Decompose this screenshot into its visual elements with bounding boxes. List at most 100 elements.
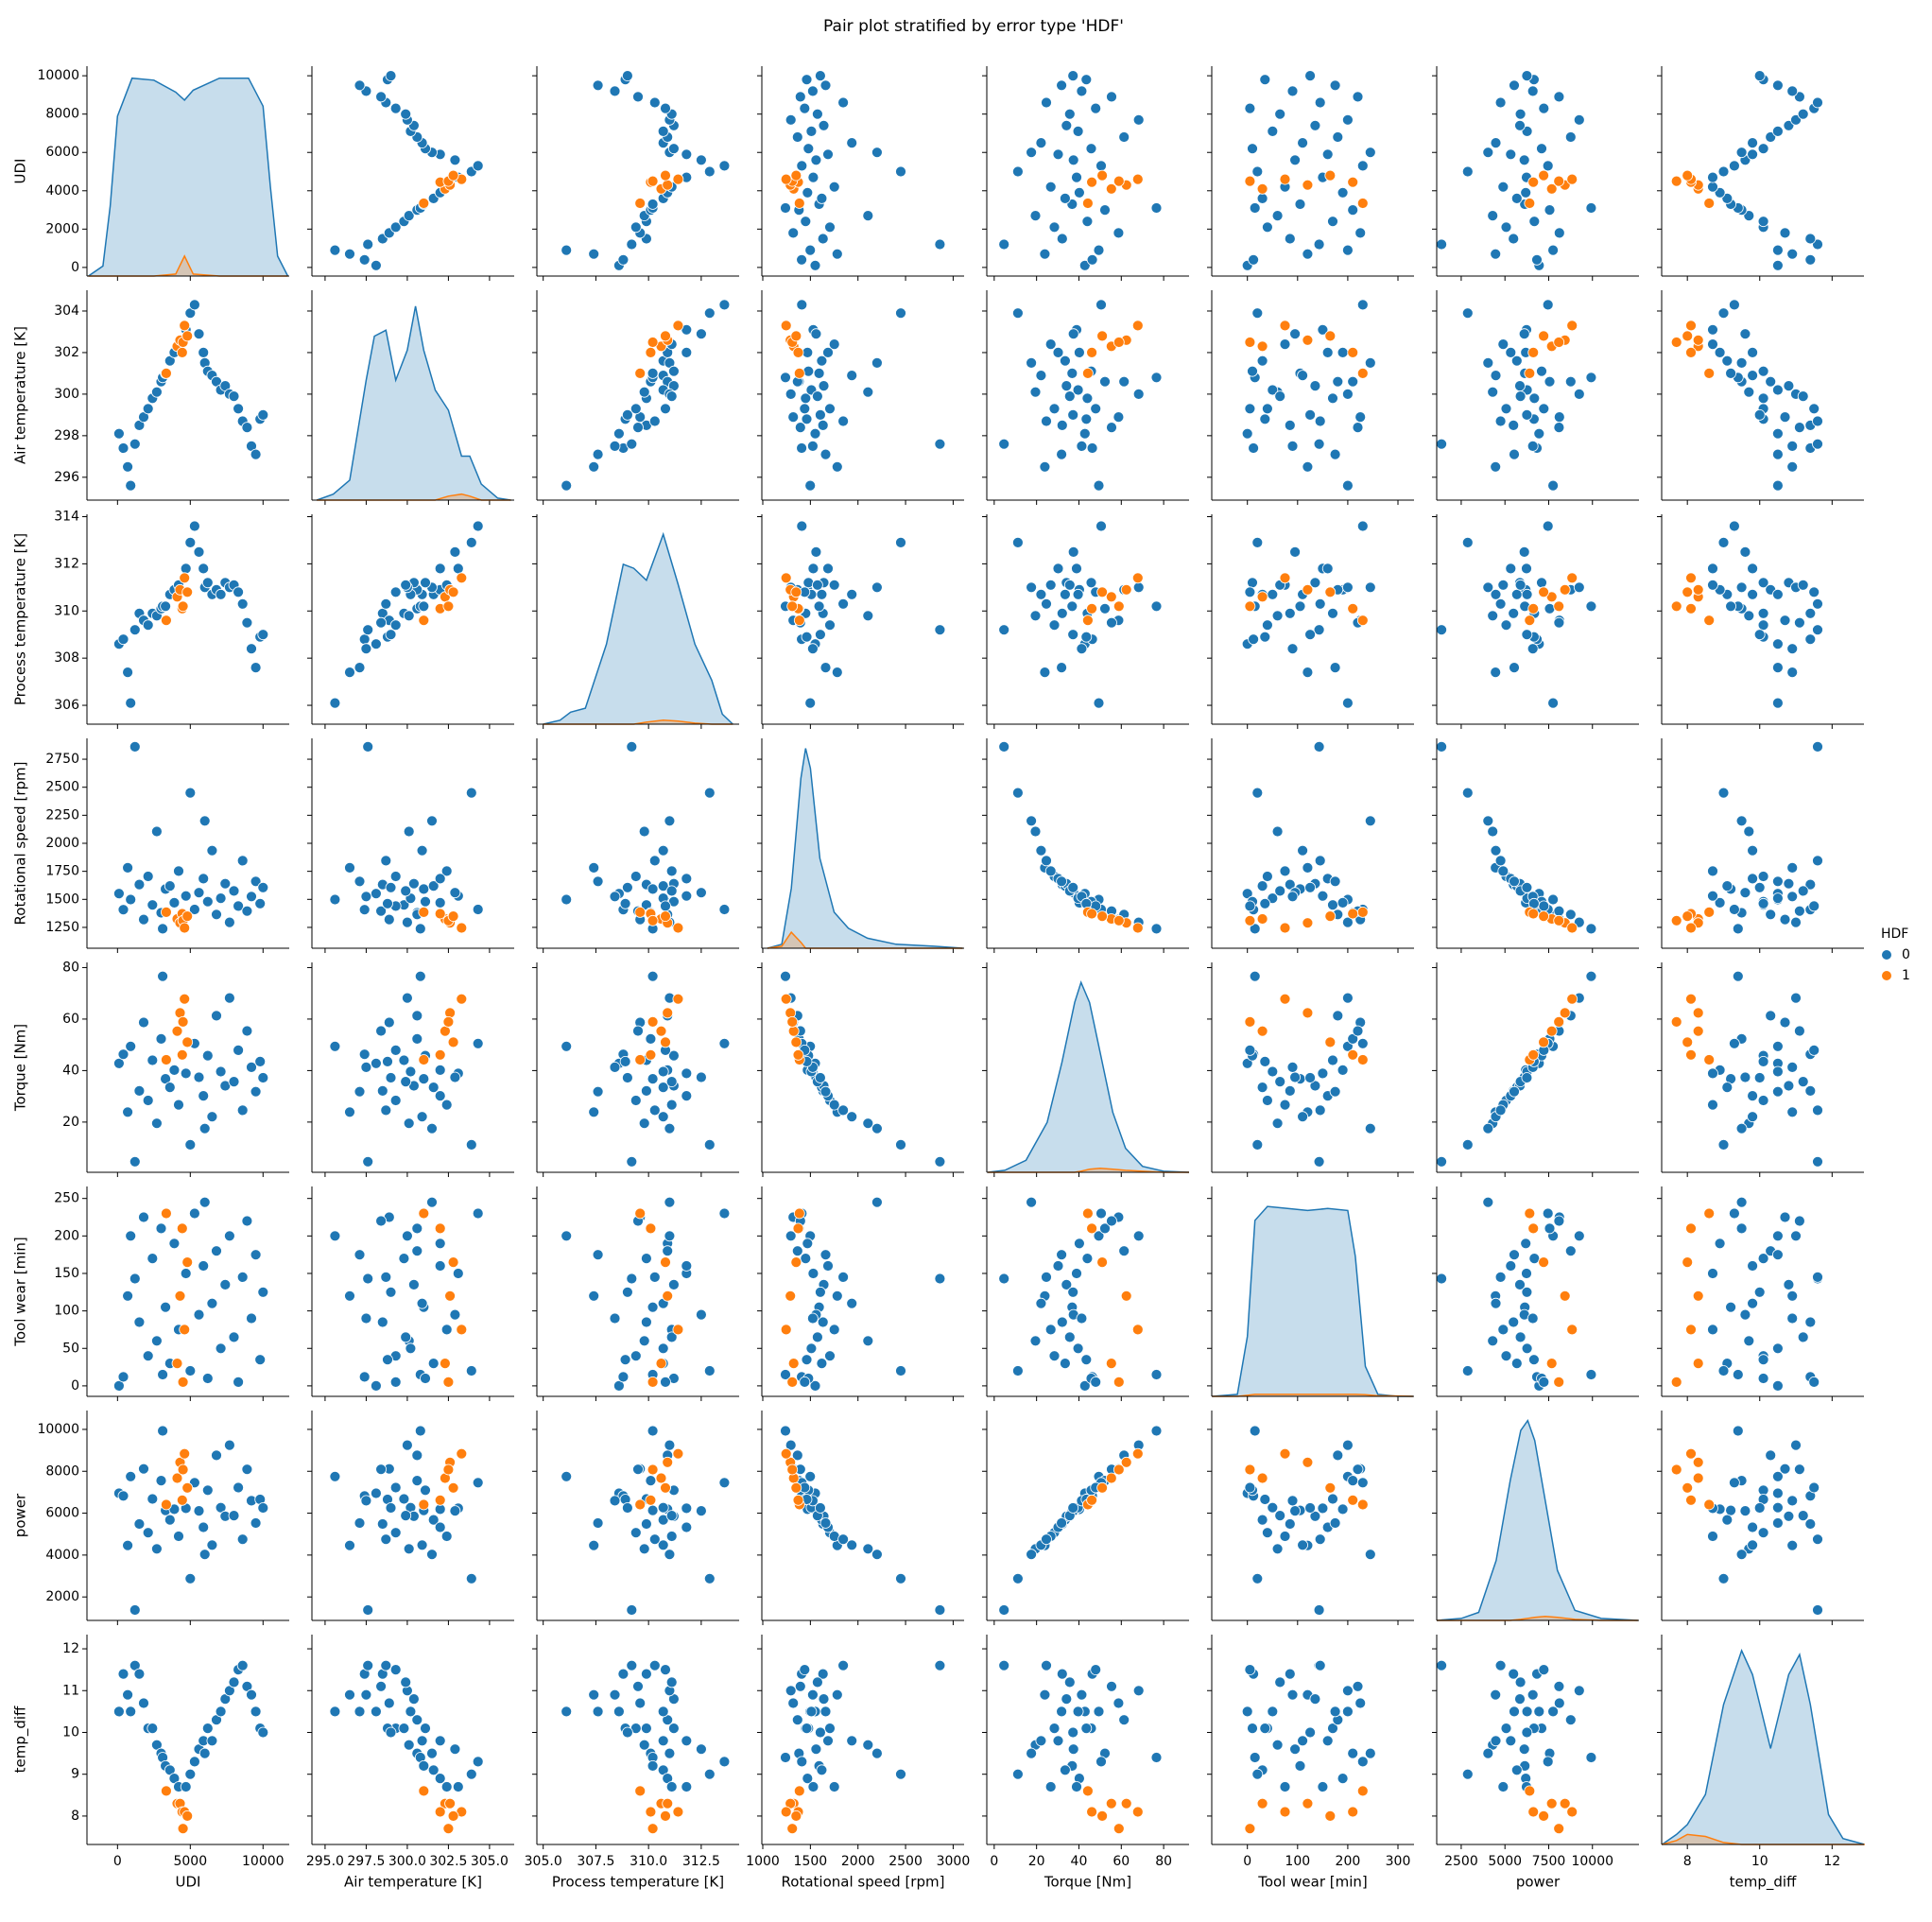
kde-area bbox=[88, 78, 288, 276]
scatter-point bbox=[1717, 1365, 1730, 1377]
scatter-point bbox=[1313, 1155, 1325, 1168]
scatter-point bbox=[1521, 1286, 1533, 1298]
scatter-point bbox=[801, 1354, 813, 1366]
scatter-point bbox=[201, 1049, 214, 1062]
scatter-point bbox=[1244, 1016, 1256, 1028]
scatter-point bbox=[657, 880, 669, 892]
scatter-point bbox=[1056, 1249, 1067, 1261]
scatter-point bbox=[241, 616, 253, 629]
scatter-point bbox=[250, 1249, 262, 1261]
scatter-point bbox=[184, 1365, 197, 1377]
scatter-point bbox=[442, 600, 455, 613]
scatter-point bbox=[1056, 79, 1067, 92]
scatter-point bbox=[804, 479, 817, 492]
scatter-point bbox=[626, 1155, 638, 1168]
scatter-point bbox=[1564, 909, 1577, 921]
scatter-point bbox=[1566, 922, 1578, 934]
scatter-point bbox=[1670, 600, 1682, 613]
scatter-point bbox=[1061, 1279, 1073, 1290]
scatter-point bbox=[181, 910, 194, 922]
scatter-point bbox=[1106, 1680, 1117, 1692]
scatter-point bbox=[1739, 546, 1751, 558]
scatter-point bbox=[1757, 871, 1769, 882]
scatter-point bbox=[452, 1781, 464, 1792]
panel bbox=[757, 514, 964, 729]
scatter-point bbox=[1347, 1494, 1359, 1506]
scatter-point bbox=[434, 1090, 446, 1101]
scatter-point bbox=[1090, 1664, 1102, 1675]
scatter-point bbox=[934, 238, 946, 251]
scatter-point bbox=[1329, 79, 1341, 92]
scatter-point bbox=[655, 1358, 667, 1369]
scatter-point bbox=[1150, 923, 1163, 935]
scatter-point bbox=[1772, 1470, 1784, 1482]
y-axis-label: Air temperature [K] bbox=[12, 326, 29, 464]
scatter-point bbox=[588, 1106, 600, 1118]
scatter-point bbox=[1527, 602, 1540, 615]
scatter-point bbox=[1041, 1659, 1052, 1671]
scatter-point bbox=[1256, 880, 1268, 892]
scatter-point bbox=[1729, 1037, 1740, 1049]
scatter-point bbox=[1297, 844, 1308, 857]
scatter-point bbox=[668, 1723, 680, 1734]
scatter-point bbox=[138, 1463, 149, 1475]
scatter-point bbox=[382, 897, 393, 909]
scatter-point bbox=[787, 411, 800, 424]
scatter-point bbox=[1256, 192, 1268, 204]
scatter-point bbox=[998, 1659, 1010, 1671]
scatter-point bbox=[354, 662, 366, 673]
scatter-point bbox=[418, 1207, 430, 1220]
scatter-point bbox=[1327, 392, 1338, 405]
scatter-point bbox=[1244, 175, 1256, 187]
scatter-point bbox=[1779, 913, 1791, 926]
scatter-point bbox=[1692, 1456, 1704, 1468]
scatter-point bbox=[1585, 1369, 1597, 1380]
scatter-point bbox=[630, 221, 642, 234]
panel bbox=[982, 1411, 1189, 1625]
scatter-point bbox=[1500, 619, 1512, 632]
scatter-point bbox=[672, 922, 684, 934]
scatter-point bbox=[1120, 1797, 1132, 1809]
scatter-point bbox=[657, 1065, 669, 1078]
scatter-point bbox=[389, 1481, 402, 1494]
scatter-point bbox=[418, 883, 430, 895]
scatter-point bbox=[181, 1481, 194, 1494]
panel bbox=[1207, 290, 1414, 505]
scatter-point bbox=[1302, 1456, 1314, 1468]
scatter-point bbox=[801, 1723, 813, 1734]
scatter-point bbox=[1085, 143, 1097, 155]
scatter-point bbox=[1527, 1222, 1540, 1235]
scatter-point bbox=[1267, 588, 1279, 600]
scatter-point bbox=[117, 1668, 129, 1680]
scatter-point bbox=[790, 586, 802, 598]
scatter-point bbox=[665, 1331, 678, 1343]
scatter-point bbox=[1284, 1518, 1296, 1530]
scatter-point bbox=[1056, 1706, 1067, 1718]
scatter-point bbox=[465, 537, 477, 548]
scatter-point bbox=[447, 1810, 459, 1822]
scatter-point bbox=[1041, 1533, 1052, 1546]
scatter-point bbox=[647, 1425, 659, 1437]
y-tick-label: 60 bbox=[62, 1012, 79, 1027]
scatter-point bbox=[447, 1256, 459, 1268]
scatter-point bbox=[142, 1095, 154, 1106]
scatter-point bbox=[1717, 1572, 1730, 1584]
scatter-point bbox=[1247, 577, 1258, 589]
scatter-point bbox=[1566, 1806, 1578, 1818]
scatter-point bbox=[799, 1664, 811, 1675]
scatter-point bbox=[358, 253, 371, 266]
scatter-point bbox=[427, 1764, 440, 1776]
scatter-point bbox=[657, 1082, 669, 1093]
scatter-point bbox=[1039, 667, 1051, 678]
scatter-point bbox=[385, 1286, 397, 1298]
scatter-point bbox=[1076, 85, 1088, 97]
scatter-point bbox=[561, 1706, 573, 1718]
scatter-point bbox=[215, 588, 227, 600]
scatter-point bbox=[1772, 384, 1784, 396]
scatter-point bbox=[122, 460, 134, 473]
scatter-point bbox=[1527, 643, 1539, 655]
scatter-point bbox=[1286, 891, 1299, 903]
y-axis-label: temp_diff bbox=[12, 1706, 30, 1773]
scatter-point bbox=[588, 1290, 600, 1302]
